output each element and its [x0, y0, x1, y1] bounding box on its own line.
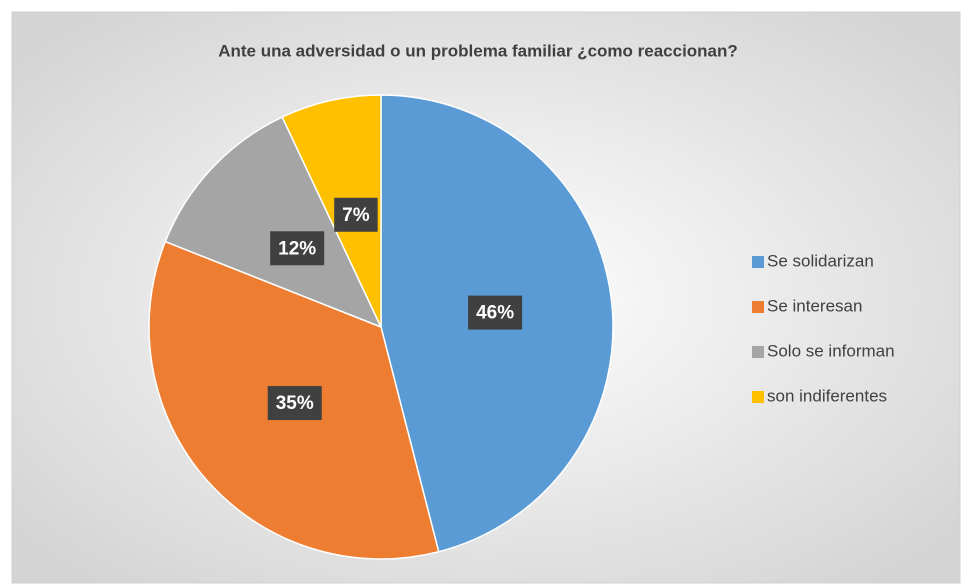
chart-title: Ante una adversidad o un problema famili… [218, 41, 738, 60]
data-label-text: 46% [476, 303, 514, 324]
legend-swatch [752, 346, 764, 358]
data-label-text: 7% [342, 205, 370, 226]
data-label-text: 35% [276, 393, 314, 414]
legend-label: Solo se informan [767, 341, 895, 360]
legend-swatch [752, 301, 764, 313]
data-label-box [267, 386, 322, 421]
legend-swatch [752, 391, 764, 403]
data-label-text: 12% [278, 238, 316, 259]
data-label: 7% [334, 197, 378, 232]
pie-slice [164, 116, 383, 329]
pie [148, 94, 614, 560]
data-label-box [270, 231, 325, 266]
legend-label: Se interesan [767, 296, 862, 315]
data-label: 46% [468, 295, 523, 330]
legend-swatch [752, 256, 764, 268]
data-labels: 46% 35% 12% 7% [267, 197, 523, 421]
data-label: 35% [267, 386, 322, 421]
data-label-box [468, 295, 523, 330]
legend-label: son indiferentes [767, 386, 887, 405]
data-label: 12% [270, 231, 325, 266]
legend: Se solidarizan Se interesan Solo se inform… [752, 251, 895, 405]
pie-slice [281, 94, 382, 328]
data-label-box [334, 197, 378, 232]
legend-label: Se solidarizan [767, 251, 874, 270]
